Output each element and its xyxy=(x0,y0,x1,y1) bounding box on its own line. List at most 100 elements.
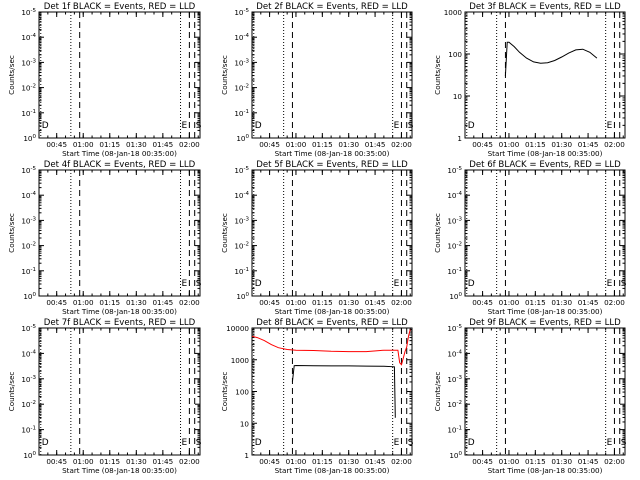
x-tick-label: 01:30 xyxy=(551,457,572,466)
y-tick-label: 10-1 xyxy=(234,267,249,276)
y-tick-base: 1 xyxy=(457,134,462,143)
x-tick-label: 00:45 xyxy=(259,457,280,466)
y-tick-base: 10 xyxy=(21,33,31,42)
y-tick-exponent: -5 xyxy=(457,166,463,172)
plot-frame xyxy=(38,327,201,456)
x-tick-label: 01:15 xyxy=(525,298,546,307)
y-tick-label: 10 xyxy=(453,92,463,101)
x-tick-label: 00:45 xyxy=(472,298,493,307)
x-tick-label: 01:45 xyxy=(152,140,173,149)
marker-label: S xyxy=(196,438,202,448)
marker-label: E xyxy=(607,438,613,448)
y-tick-base: 10 xyxy=(234,242,244,251)
y-tick-base: 10 xyxy=(21,400,31,409)
panel-title: Det 7f BLACK = Events, RED = LLD xyxy=(44,318,196,328)
y-tick-exponent: -1 xyxy=(31,267,36,273)
y-tick-base: 10 xyxy=(234,216,244,225)
y-tick-exponent: -4 xyxy=(31,349,37,355)
y-tick-label: 100 xyxy=(235,388,249,397)
y-tick-label: 10-4 xyxy=(21,349,36,358)
y-tick-exponent: -3 xyxy=(31,58,37,64)
y-tick-exponent: -4 xyxy=(244,191,250,197)
y-axis-label: Counts/sec xyxy=(7,55,16,95)
y-tick-label: 10-2 xyxy=(447,400,462,409)
x-tick-label: 02:00 xyxy=(179,457,200,466)
x-tick-label: 01:45 xyxy=(365,140,386,149)
y-tick-base: 10 xyxy=(234,109,244,118)
y-tick-label: 10-1 xyxy=(447,267,462,276)
y-tick-label: 10-2 xyxy=(234,242,249,251)
y-tick-base: 10 xyxy=(21,324,31,333)
y-tick-exponent: -4 xyxy=(457,349,463,355)
marker-label: D xyxy=(468,121,475,131)
plot-frame xyxy=(464,327,626,456)
y-tick-label: 100 xyxy=(23,134,36,143)
y-tick-base: 10 xyxy=(234,8,244,17)
plot-frame xyxy=(464,11,626,139)
x-tick-label: 01:00 xyxy=(499,457,520,466)
panel-title: Det 1f BLACK = Events, RED = LLD xyxy=(44,2,196,12)
panel-6: Det 6f BLACK = Events, RED = LLD10010-11… xyxy=(433,160,627,316)
y-tick-label: 1 xyxy=(457,134,462,143)
y-tick-label: 100 xyxy=(236,134,249,143)
x-tick-label: 00:45 xyxy=(46,298,67,307)
y-tick-base: 10 xyxy=(21,8,31,17)
x-tick-label: 00:45 xyxy=(259,140,280,149)
y-tick-exponent: -1 xyxy=(31,109,36,115)
y-tick-label: 10-2 xyxy=(21,242,36,251)
y-tick-label: 100 xyxy=(449,451,462,460)
series-line xyxy=(251,329,411,366)
y-axis-label: Counts/sec xyxy=(433,372,442,412)
x-tick-label: 01:00 xyxy=(73,457,94,466)
x-tick-label: 01:45 xyxy=(152,298,173,307)
y-tick-exponent: -3 xyxy=(31,216,37,222)
y-tick-label: 100 xyxy=(449,292,462,301)
y-tick-label: 10-2 xyxy=(21,84,36,93)
marker-label: D xyxy=(468,279,475,289)
plot-frame xyxy=(38,11,201,139)
y-axis-label: Counts/sec xyxy=(220,372,229,412)
y-tick-label: 10-3 xyxy=(234,58,249,67)
plot-frame xyxy=(251,11,413,139)
y-tick-label: 1000 xyxy=(444,8,463,17)
y-tick-base: 10 xyxy=(449,451,459,460)
x-tick-label: 01:15 xyxy=(312,457,333,466)
x-axis-label: Start Time (08-Jan-18 00:35:00) xyxy=(62,466,177,475)
y-tick-label: 10-2 xyxy=(447,242,462,251)
x-tick-label: 01:15 xyxy=(312,298,333,307)
y-tick-base: 10 xyxy=(21,349,31,358)
x-tick-label: 02:00 xyxy=(604,298,625,307)
y-tick-label: 10-4 xyxy=(234,33,249,42)
x-tick-label: 01:15 xyxy=(312,140,333,149)
x-tick-label: 00:45 xyxy=(472,140,493,149)
x-tick-label: 00:45 xyxy=(46,140,67,149)
x-tick-label: 01:30 xyxy=(338,457,359,466)
y-tick-label: 100 xyxy=(23,292,36,301)
y-tick-base: 10 xyxy=(21,267,31,276)
marker-label: E xyxy=(607,121,613,131)
y-tick-label: 10-3 xyxy=(21,58,36,67)
y-tick-base: 10 xyxy=(23,134,33,143)
y-tick-label: 10-4 xyxy=(447,191,462,200)
panel-5: Det 5f BLACK = Events, RED = LLD10010-11… xyxy=(220,160,413,316)
y-axis-label: Counts/sec xyxy=(7,213,16,253)
x-tick-label: 01:30 xyxy=(126,298,147,307)
y-tick-base: 10 xyxy=(234,267,244,276)
y-tick-label: 10-5 xyxy=(21,324,36,333)
marker-label: E xyxy=(394,279,400,289)
y-tick-label: 10-2 xyxy=(21,400,36,409)
marker-label: S xyxy=(408,438,414,448)
x-tick-label: 00:45 xyxy=(472,457,493,466)
y-tick-label: 10-5 xyxy=(447,324,462,333)
panel-title: Det 9f BLACK = Events, RED = LLD xyxy=(469,318,621,328)
y-tick-base: 100 xyxy=(235,388,249,397)
panel-title: Det 8f BLACK = Events, RED = LLD xyxy=(256,318,408,328)
y-tick-label: 100 xyxy=(236,292,249,301)
y-tick-base: 10 xyxy=(234,58,244,67)
x-tick-label: 01:45 xyxy=(578,140,599,149)
y-tick-exponent: 0 xyxy=(33,292,37,298)
panel-9: Det 9f BLACK = Events, RED = LLD10010-11… xyxy=(433,318,627,475)
plot-frame xyxy=(251,169,413,297)
marker-label: E xyxy=(394,438,400,448)
y-tick-exponent: -5 xyxy=(31,8,37,14)
